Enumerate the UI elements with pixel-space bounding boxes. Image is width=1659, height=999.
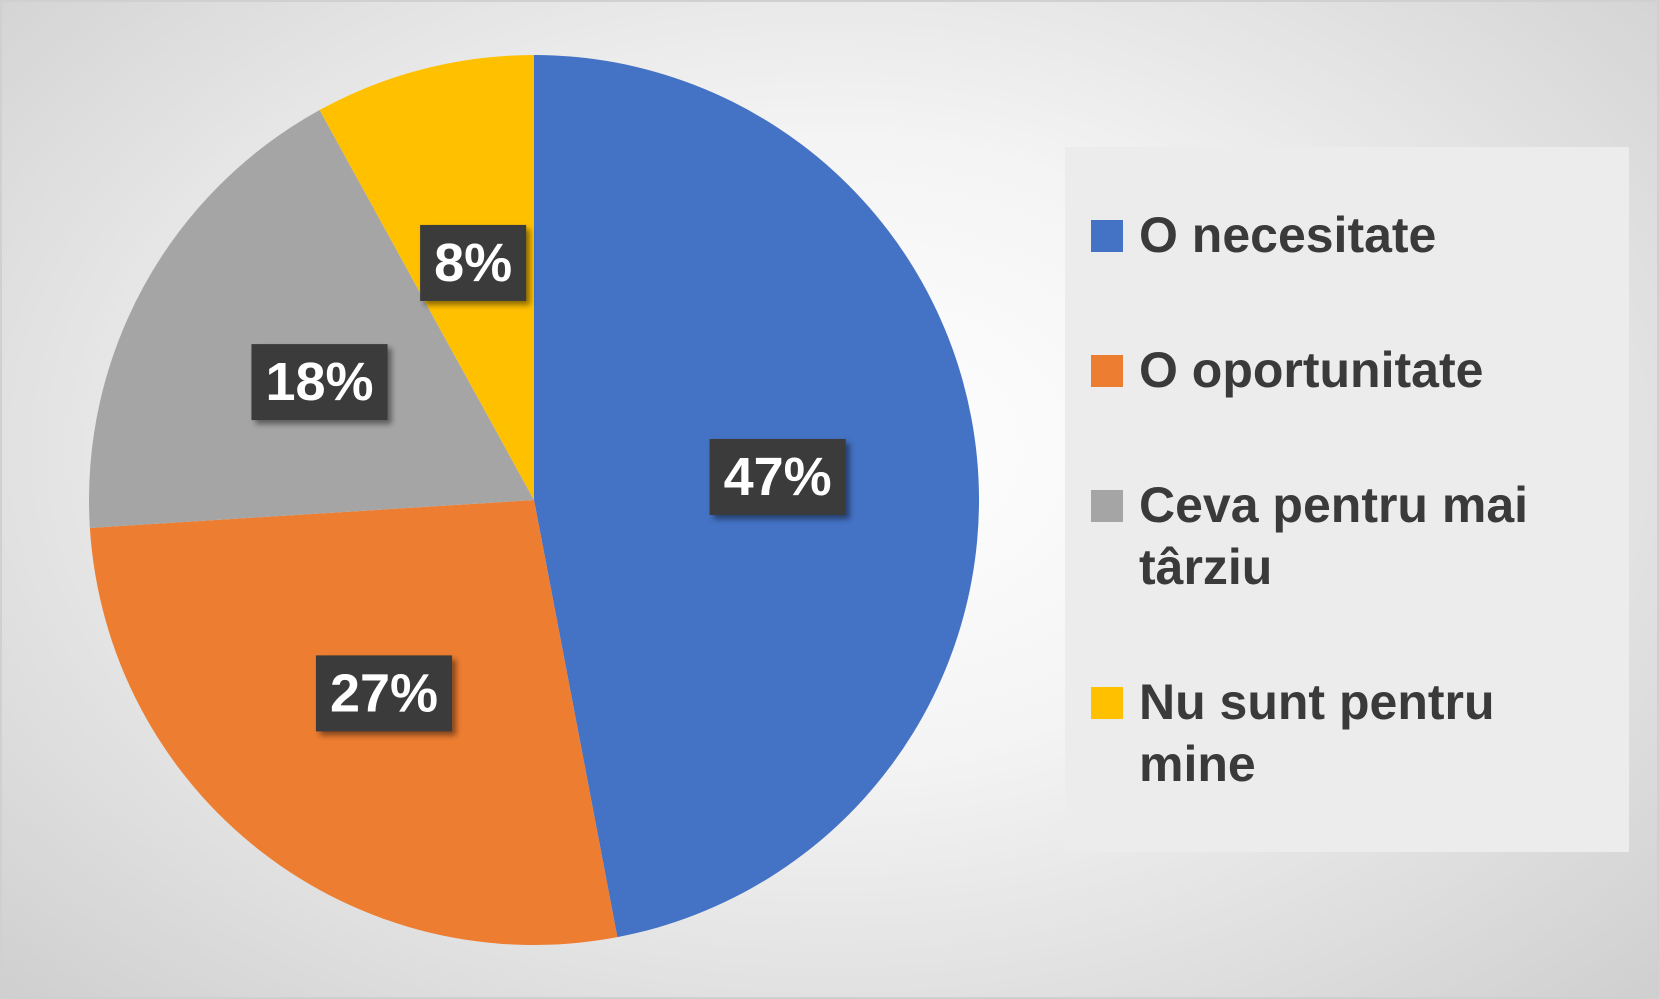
data-label-text: 47% xyxy=(724,447,832,507)
data-label: 27% xyxy=(315,655,453,732)
pie-slice xyxy=(88,110,534,528)
data-label-text: 18% xyxy=(265,352,373,412)
data-label: 18% xyxy=(251,344,388,421)
legend-swatch xyxy=(1091,354,1123,387)
legend-swatch xyxy=(1091,490,1123,523)
legend-label: O oportunitate xyxy=(1139,341,1484,398)
data-label: 47% xyxy=(709,438,846,515)
legend-item: Ceva pentru mai târziu xyxy=(1091,474,1611,598)
legend-item: O necesitate xyxy=(1091,204,1611,266)
legend-item: Nu sunt pentru mine xyxy=(1091,671,1611,795)
data-label-box xyxy=(709,438,846,515)
legend-swatch xyxy=(1091,219,1123,252)
legend-label: Nu sunt pentru mine xyxy=(1139,674,1495,793)
data-label: 8% xyxy=(420,224,527,301)
data-label-text: 8% xyxy=(434,233,512,293)
legend-swatch xyxy=(1091,687,1123,720)
data-label-box xyxy=(315,655,453,732)
data-label-box xyxy=(420,224,527,301)
legend-label: O necesitate xyxy=(1139,206,1437,263)
legend-label: Ceva pentru mai târziu xyxy=(1139,477,1529,596)
legend-item: O oportunitate xyxy=(1091,339,1611,401)
data-label-text: 27% xyxy=(330,663,438,723)
data-label-box xyxy=(251,344,388,421)
legend: O necesitate O oportunitate Ceva pentru ma… xyxy=(1065,147,1629,852)
